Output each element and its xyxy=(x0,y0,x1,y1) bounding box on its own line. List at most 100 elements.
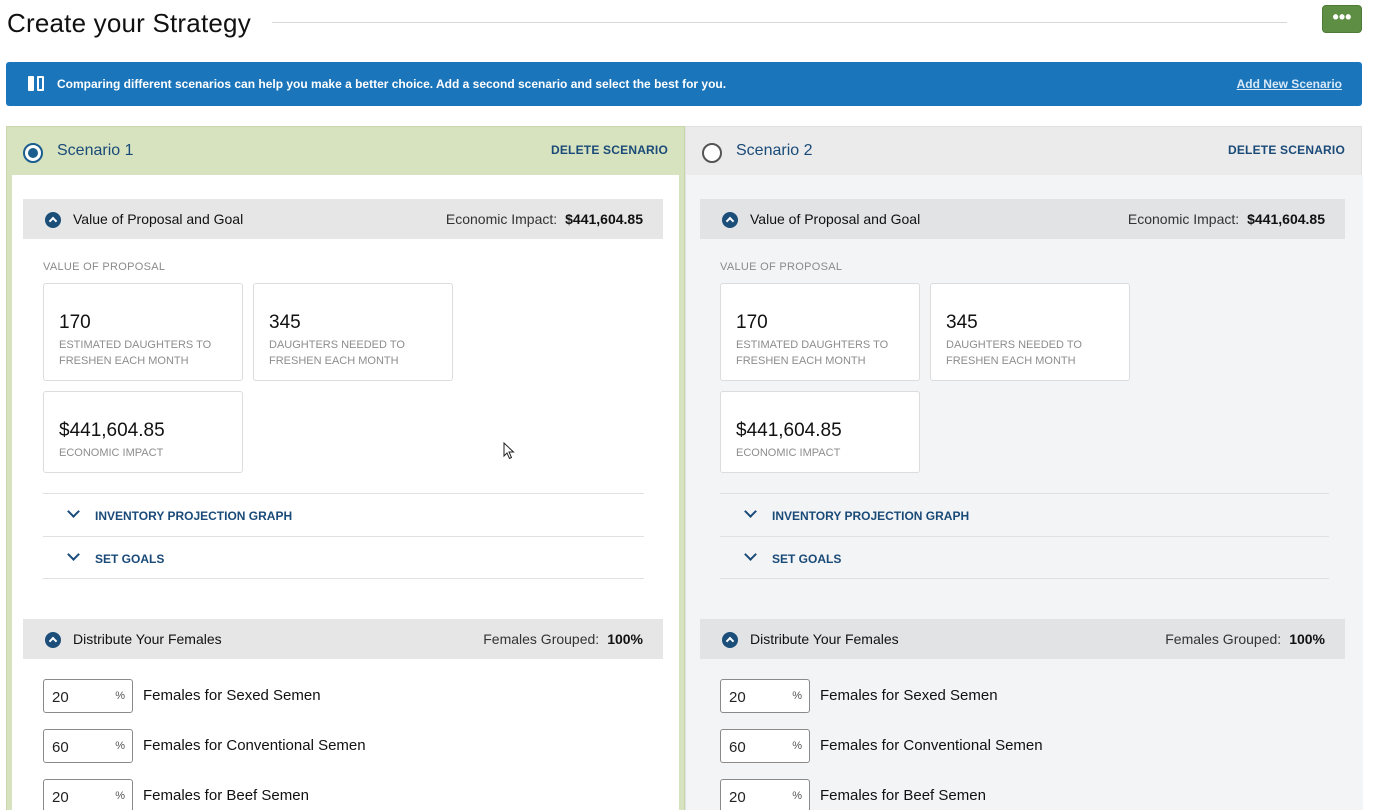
section-title: Value of Proposal and Goal xyxy=(73,211,244,227)
percent-unit: % xyxy=(115,740,125,752)
conventional-semen-percent-field[interactable]: % xyxy=(720,729,810,763)
metric-card-daughters-estimated: 170 ESTIMATED DAUGHTERS TO FRESHEN EACH … xyxy=(720,283,920,381)
section-title: Value of Proposal and Goal xyxy=(750,211,921,227)
economic-impact-summary: Economic Impact: $441,604.85 xyxy=(445,211,643,227)
distribute-section-header[interactable]: Distribute Your Females Females Grouped:… xyxy=(700,619,1345,659)
more-options-button[interactable]: ••• xyxy=(1322,5,1362,33)
conventional-semen-input[interactable] xyxy=(52,738,107,756)
metric-card-economic-impact: $441,604.85 ECONOMIC IMPACT xyxy=(43,391,243,473)
chevron-down-icon xyxy=(67,505,80,518)
delete-scenario-button[interactable]: DELETE SCENARIO xyxy=(1227,143,1345,157)
page-title: Create your Strategy xyxy=(7,8,251,38)
value-section-header[interactable]: Value of Proposal and Goal Economic Impa… xyxy=(700,199,1345,239)
scenario-header: Scenario 1 DELETE SCENARIO xyxy=(7,127,684,175)
inventory-projection-expander[interactable]: INVENTORY PROJECTION GRAPH xyxy=(43,493,644,536)
metric-value: 345 xyxy=(946,312,978,333)
inventory-projection-expander[interactable]: INVENTORY PROJECTION GRAPH xyxy=(720,493,1329,536)
sexed-semen-percent-field[interactable]: % xyxy=(43,679,133,713)
metric-card-daughters-estimated: 170 ESTIMATED DAUGHTERS TO FRESHEN EACH … xyxy=(43,283,243,381)
collapse-toggle-icon[interactable] xyxy=(45,632,61,648)
chevron-down-icon xyxy=(67,548,80,561)
metric-label: ECONOMIC IMPACT xyxy=(736,447,841,459)
set-goals-expander[interactable]: SET GOALS xyxy=(720,536,1329,579)
scenario-body: Value of Proposal and Goal Economic Impa… xyxy=(12,175,679,810)
females-grouped-summary: Females Grouped: 100% xyxy=(483,631,643,647)
scenario-name: Scenario 1 xyxy=(57,142,134,159)
metric-label: DAUGHTERS NEEDED TO FRESHEN EACH MONTH xyxy=(946,339,1082,367)
row-label: Females for Sexed Semen xyxy=(143,687,321,704)
metric-value: $441,604.85 xyxy=(736,420,842,441)
value-of-proposal-label: VALUE OF PROPOSAL xyxy=(43,261,166,273)
scenario-body: Value of Proposal and Goal Economic Impa… xyxy=(686,175,1363,810)
metric-label: ESTIMATED DAUGHTERS TO FRESHEN EACH MONT… xyxy=(59,339,212,367)
row-label: Females for Sexed Semen xyxy=(820,687,998,704)
row-label: Females for Conventional Semen xyxy=(820,737,1043,754)
scenario-select-radio[interactable] xyxy=(702,143,722,163)
sexed-semen-input[interactable] xyxy=(52,688,107,706)
conventional-semen-row: % Females for Conventional Semen xyxy=(43,729,643,765)
collapse-toggle-icon[interactable] xyxy=(45,212,61,228)
row-label: Females for Conventional Semen xyxy=(143,737,366,754)
value-of-proposal-label: VALUE OF PROPOSAL xyxy=(720,261,843,273)
chevron-down-icon xyxy=(744,548,757,561)
metric-value: 345 xyxy=(269,312,301,333)
females-grouped-summary: Females Grouped: 100% xyxy=(1165,631,1325,647)
expander-label[interactable]: INVENTORY PROJECTION GRAPH xyxy=(95,509,293,523)
beef-semen-row: % Females for Beef Semen xyxy=(720,779,1320,810)
metric-card-daughters-needed: 345 DAUGHTERS NEEDED TO FRESHEN EACH MON… xyxy=(930,283,1130,381)
section-title: Distribute Your Females xyxy=(750,631,899,647)
title-divider xyxy=(272,22,1287,23)
sexed-semen-input[interactable] xyxy=(729,688,784,706)
section-title: Distribute Your Females xyxy=(73,631,222,647)
economic-impact-summary: Economic Impact: $441,604.85 xyxy=(1127,211,1325,227)
conventional-semen-percent-field[interactable]: % xyxy=(43,729,133,763)
expander-label[interactable]: SET GOALS xyxy=(772,552,842,566)
radio-selected-dot xyxy=(28,148,38,158)
percent-unit: % xyxy=(115,790,125,802)
distribute-section-header[interactable]: Distribute Your Females Females Grouped:… xyxy=(23,619,663,659)
mouse-pointer-icon xyxy=(503,442,515,460)
metric-card-daughters-needed: 345 DAUGHTERS NEEDED TO FRESHEN EACH MON… xyxy=(253,283,453,381)
sexed-semen-row: % Females for Sexed Semen xyxy=(720,679,1320,715)
info-banner: Comparing different scenarios can help y… xyxy=(6,62,1362,106)
add-new-scenario-link[interactable]: Add New Scenario xyxy=(1236,77,1342,91)
beef-semen-input[interactable] xyxy=(729,788,784,806)
page-header: Create your Strategy ••• xyxy=(7,5,1367,42)
beef-semen-percent-field[interactable]: % xyxy=(720,779,810,810)
chevron-down-icon xyxy=(744,505,757,518)
row-label: Females for Beef Semen xyxy=(143,787,309,804)
metric-card-economic-impact: $441,604.85 ECONOMIC IMPACT xyxy=(720,391,920,473)
beef-semen-row: % Females for Beef Semen xyxy=(43,779,643,810)
scenario-select-radio[interactable] xyxy=(23,143,43,163)
beef-semen-input[interactable] xyxy=(52,788,107,806)
scenario-name: Scenario 2 xyxy=(736,142,813,159)
metric-label: DAUGHTERS NEEDED TO FRESHEN EACH MONTH xyxy=(269,339,405,367)
expander-label[interactable]: SET GOALS xyxy=(95,552,165,566)
sexed-semen-row: % Females for Sexed Semen xyxy=(43,679,643,715)
metric-label: ECONOMIC IMPACT xyxy=(59,447,164,459)
compare-columns-icon xyxy=(28,76,44,91)
percent-unit: % xyxy=(792,690,802,702)
banner-message: Comparing different scenarios can help y… xyxy=(57,77,727,91)
sexed-semen-percent-field[interactable]: % xyxy=(720,679,810,713)
percent-unit: % xyxy=(115,690,125,702)
metric-label: ESTIMATED DAUGHTERS TO FRESHEN EACH MONT… xyxy=(736,339,889,367)
beef-semen-percent-field[interactable]: % xyxy=(43,779,133,810)
percent-unit: % xyxy=(792,790,802,802)
scenario-panel-2: Scenario 2 DELETE SCENARIO Value of Prop… xyxy=(685,126,1363,810)
set-goals-expander[interactable]: SET GOALS xyxy=(43,536,644,579)
metric-value: 170 xyxy=(59,312,91,333)
collapse-toggle-icon[interactable] xyxy=(722,212,738,228)
expander-label[interactable]: INVENTORY PROJECTION GRAPH xyxy=(772,509,970,523)
conventional-semen-input[interactable] xyxy=(729,738,784,756)
metric-value: 170 xyxy=(736,312,768,333)
conventional-semen-row: % Females for Conventional Semen xyxy=(720,729,1320,765)
metric-value: $441,604.85 xyxy=(59,420,165,441)
value-section-header[interactable]: Value of Proposal and Goal Economic Impa… xyxy=(23,199,663,239)
delete-scenario-button[interactable]: DELETE SCENARIO xyxy=(550,143,668,157)
row-label: Females for Beef Semen xyxy=(820,787,986,804)
collapse-toggle-icon[interactable] xyxy=(722,632,738,648)
scenario-panel-1: Scenario 1 DELETE SCENARIO Value of Prop… xyxy=(6,126,685,810)
percent-unit: % xyxy=(792,740,802,752)
scenario-header: Scenario 2 DELETE SCENARIO xyxy=(686,127,1361,175)
